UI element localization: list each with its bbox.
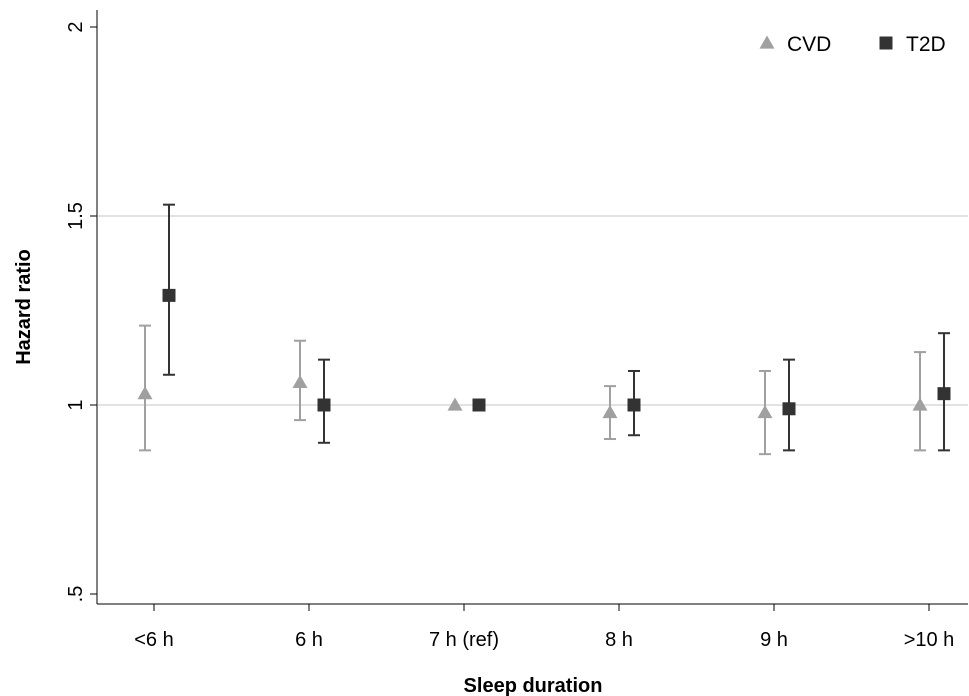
- x-axis-title: Sleep duration: [464, 675, 603, 696]
- x-tick-label: >10 h: [904, 629, 955, 651]
- t2d-marker: [627, 398, 641, 412]
- x-axis-ticks: <6 h 6 h 7 h (ref) 8 h 9 h >10 h: [134, 604, 954, 651]
- x-tick-label: 6 h: [295, 629, 323, 651]
- x-tick-label: <6 h: [134, 629, 173, 651]
- t2d-marker: [162, 288, 176, 302]
- cvd-marker: [137, 386, 153, 400]
- series-layer: [137, 203, 951, 456]
- legend-label-cvd: CVD: [787, 33, 831, 56]
- legend: CVD T2D: [759, 33, 946, 56]
- cvd-marker: [447, 397, 463, 411]
- x-tick-label: 7 h (ref): [429, 629, 499, 651]
- x-tick-label: 9 h: [760, 629, 788, 651]
- cvd-marker: [757, 405, 773, 419]
- y-axis-ticks: .5 1 1.5 2: [65, 21, 97, 602]
- t2d-marker: [937, 387, 951, 401]
- legend-label-t2d: T2D: [906, 33, 946, 56]
- t2d-marker: [472, 398, 486, 412]
- cvd-marker: [292, 374, 308, 388]
- y-tick-label: 1.5: [65, 202, 87, 230]
- y-axis-title: Hazard ratio: [13, 249, 35, 365]
- cvd-marker: [912, 397, 928, 411]
- cvd-marker: [602, 405, 618, 419]
- y-tick-label: 2: [65, 21, 87, 32]
- t2d-marker: [317, 398, 331, 412]
- series-t2d: [162, 203, 951, 452]
- series-cvd: [137, 324, 928, 456]
- gridlines: [98, 215, 968, 406]
- y-tick-label: .5: [65, 586, 87, 603]
- legend-t2d-marker: [879, 36, 893, 50]
- legend-cvd-marker: [759, 35, 775, 49]
- x-tick-label: 8 h: [605, 629, 633, 651]
- y-tick-label: 1: [65, 399, 87, 410]
- t2d-marker: [782, 402, 796, 416]
